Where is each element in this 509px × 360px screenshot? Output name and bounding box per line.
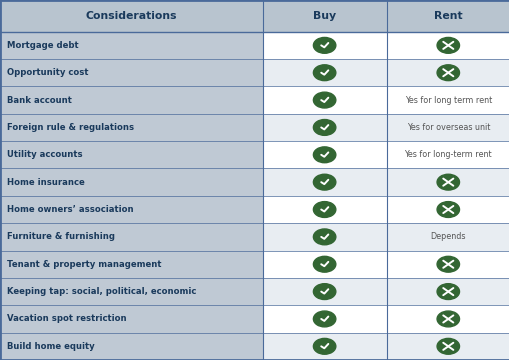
FancyBboxPatch shape	[0, 0, 509, 32]
FancyBboxPatch shape	[262, 168, 386, 196]
Circle shape	[313, 147, 335, 163]
Text: Depends: Depends	[430, 233, 465, 242]
FancyBboxPatch shape	[386, 114, 509, 141]
Circle shape	[436, 284, 459, 300]
FancyBboxPatch shape	[262, 305, 386, 333]
Circle shape	[436, 338, 459, 354]
FancyBboxPatch shape	[262, 59, 386, 86]
FancyBboxPatch shape	[386, 278, 509, 305]
Circle shape	[436, 202, 459, 217]
Text: Bank account: Bank account	[7, 96, 72, 105]
Text: Furniture & furnishing: Furniture & furnishing	[7, 233, 115, 242]
FancyBboxPatch shape	[262, 32, 386, 59]
Text: Utility accounts: Utility accounts	[7, 150, 82, 159]
FancyBboxPatch shape	[262, 278, 386, 305]
FancyBboxPatch shape	[0, 305, 262, 333]
FancyBboxPatch shape	[262, 223, 386, 251]
Circle shape	[436, 311, 459, 327]
FancyBboxPatch shape	[262, 86, 386, 114]
Circle shape	[313, 120, 335, 135]
Circle shape	[313, 338, 335, 354]
FancyBboxPatch shape	[262, 251, 386, 278]
Circle shape	[313, 92, 335, 108]
Circle shape	[313, 256, 335, 272]
Text: Rent: Rent	[433, 11, 462, 21]
FancyBboxPatch shape	[262, 196, 386, 223]
FancyBboxPatch shape	[0, 168, 262, 196]
FancyBboxPatch shape	[386, 305, 509, 333]
FancyBboxPatch shape	[262, 333, 386, 360]
Circle shape	[436, 174, 459, 190]
FancyBboxPatch shape	[262, 141, 386, 168]
FancyBboxPatch shape	[386, 196, 509, 223]
Text: Yes for overseas unit: Yes for overseas unit	[406, 123, 489, 132]
FancyBboxPatch shape	[386, 333, 509, 360]
Circle shape	[436, 256, 459, 272]
FancyBboxPatch shape	[386, 32, 509, 59]
FancyBboxPatch shape	[386, 251, 509, 278]
FancyBboxPatch shape	[386, 141, 509, 168]
FancyBboxPatch shape	[0, 86, 262, 114]
FancyBboxPatch shape	[0, 32, 262, 59]
Circle shape	[436, 65, 459, 81]
FancyBboxPatch shape	[0, 251, 262, 278]
Text: Build home equity: Build home equity	[7, 342, 95, 351]
Circle shape	[313, 37, 335, 53]
FancyBboxPatch shape	[0, 333, 262, 360]
Text: Keeping tap: social, political, economic: Keeping tap: social, political, economic	[7, 287, 196, 296]
Text: Buy: Buy	[313, 11, 335, 21]
FancyBboxPatch shape	[386, 223, 509, 251]
FancyBboxPatch shape	[0, 278, 262, 305]
FancyBboxPatch shape	[0, 196, 262, 223]
FancyBboxPatch shape	[262, 114, 386, 141]
Circle shape	[313, 284, 335, 300]
Circle shape	[313, 174, 335, 190]
FancyBboxPatch shape	[0, 141, 262, 168]
Text: Mortgage debt: Mortgage debt	[7, 41, 78, 50]
Text: Tenant & property management: Tenant & property management	[7, 260, 161, 269]
Text: Yes for long term rent: Yes for long term rent	[404, 96, 491, 105]
FancyBboxPatch shape	[386, 59, 509, 86]
Circle shape	[313, 65, 335, 81]
Text: Home owners’ association: Home owners’ association	[7, 205, 133, 214]
Text: Foreign rule & regulations: Foreign rule & regulations	[7, 123, 134, 132]
FancyBboxPatch shape	[0, 114, 262, 141]
Circle shape	[436, 37, 459, 53]
Circle shape	[313, 202, 335, 217]
Text: Home insurance: Home insurance	[7, 178, 84, 187]
Circle shape	[313, 229, 335, 245]
FancyBboxPatch shape	[0, 223, 262, 251]
FancyBboxPatch shape	[386, 168, 509, 196]
Text: Yes for long-term rent: Yes for long-term rent	[404, 150, 491, 159]
Text: Opportunity cost: Opportunity cost	[7, 68, 89, 77]
FancyBboxPatch shape	[0, 59, 262, 86]
Text: Considerations: Considerations	[86, 11, 177, 21]
FancyBboxPatch shape	[386, 86, 509, 114]
Circle shape	[313, 311, 335, 327]
Text: Vacation spot restriction: Vacation spot restriction	[7, 315, 127, 323]
